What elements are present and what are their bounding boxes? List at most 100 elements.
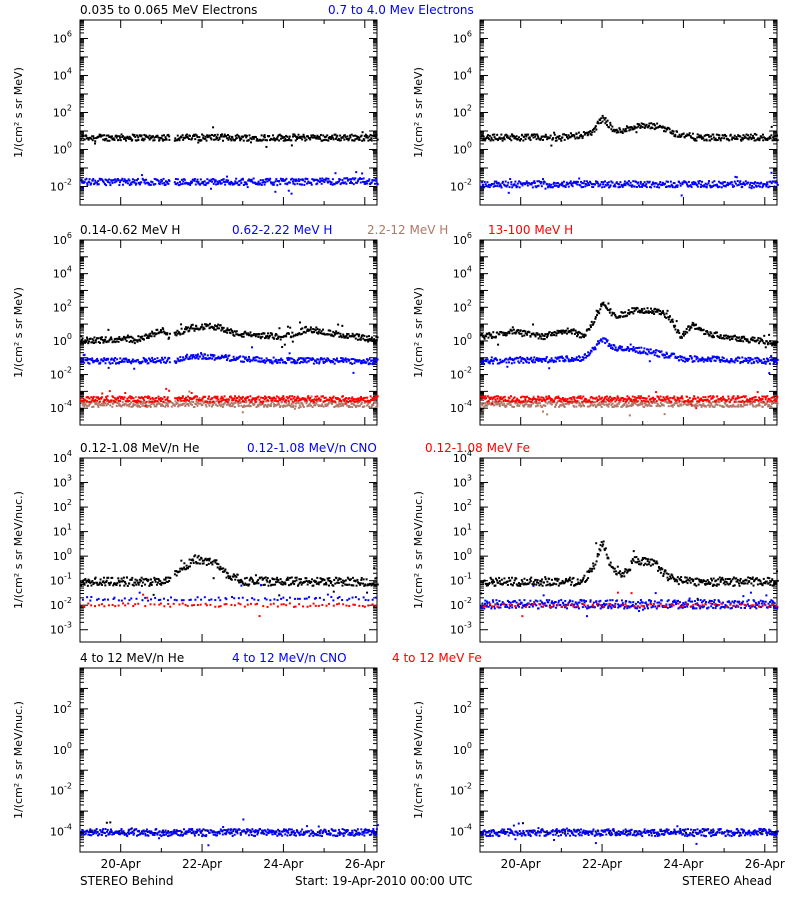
data-point xyxy=(292,397,295,400)
data-point xyxy=(337,323,340,326)
data-point xyxy=(315,402,318,405)
data-point xyxy=(93,182,96,185)
data-point xyxy=(226,137,229,140)
data-point xyxy=(131,181,134,184)
data-point xyxy=(511,359,514,362)
data-point xyxy=(567,185,570,188)
data-point xyxy=(300,360,303,363)
data-point xyxy=(508,186,511,189)
data-point xyxy=(224,180,227,183)
data-point xyxy=(593,130,596,133)
data-point xyxy=(181,134,184,137)
data-point xyxy=(590,350,593,353)
data-point xyxy=(574,329,577,332)
data-point xyxy=(374,339,377,342)
data-point xyxy=(490,358,493,361)
data-point xyxy=(277,337,280,340)
data-point xyxy=(223,355,226,358)
data-point xyxy=(258,357,261,360)
data-point xyxy=(315,326,318,329)
data-point xyxy=(595,181,598,184)
data-point xyxy=(482,183,485,186)
data-point xyxy=(144,360,147,363)
data-point xyxy=(148,401,151,404)
data-point xyxy=(225,175,228,178)
data-point xyxy=(537,135,540,138)
data-point xyxy=(136,339,139,342)
data-point xyxy=(680,133,683,136)
data-point xyxy=(278,359,281,362)
data-point xyxy=(358,333,361,336)
data-point xyxy=(494,357,497,360)
data-point xyxy=(135,339,138,342)
data-point xyxy=(500,137,503,140)
data-point xyxy=(291,395,294,398)
data-point xyxy=(704,332,707,335)
data-point xyxy=(657,308,660,311)
data-point xyxy=(739,183,742,186)
data-point xyxy=(715,183,718,186)
data-point xyxy=(257,360,260,363)
data-point xyxy=(209,137,212,140)
data-point xyxy=(86,359,89,362)
data-point xyxy=(81,134,84,137)
data-point xyxy=(524,330,527,333)
data-point xyxy=(240,137,243,140)
data-point xyxy=(174,177,177,180)
data-point xyxy=(189,183,192,186)
data-point xyxy=(499,330,502,333)
data-point xyxy=(331,134,334,137)
data-point xyxy=(161,179,164,182)
data-point xyxy=(768,185,771,188)
data-point xyxy=(329,181,332,184)
data-point xyxy=(671,132,674,135)
data-point xyxy=(685,135,688,138)
data-point xyxy=(173,181,176,184)
data-point xyxy=(109,337,112,340)
data-point xyxy=(244,398,247,401)
data-point xyxy=(100,336,103,339)
data-point xyxy=(277,396,280,399)
data-point xyxy=(714,331,717,334)
data-point xyxy=(208,134,211,137)
data-point xyxy=(720,137,723,140)
data-point xyxy=(314,404,317,407)
data-point xyxy=(354,134,357,137)
data-point xyxy=(635,308,638,311)
data-point xyxy=(293,183,296,186)
data-point xyxy=(183,178,186,181)
data-point xyxy=(212,355,215,358)
data-point xyxy=(518,361,521,364)
data-point xyxy=(551,331,554,334)
data-point xyxy=(87,340,90,343)
data-point xyxy=(107,366,110,369)
data-point xyxy=(746,137,749,140)
data-point xyxy=(202,355,205,358)
data-point xyxy=(358,359,361,362)
data-point xyxy=(81,404,84,407)
data-point xyxy=(265,336,268,339)
y-tick-label: 10-4 xyxy=(450,399,472,415)
data-point xyxy=(695,358,698,361)
data-point xyxy=(637,181,640,184)
data-point xyxy=(514,357,517,360)
data-point xyxy=(692,181,695,184)
data-point xyxy=(100,358,103,361)
data-point xyxy=(87,137,90,140)
data-point xyxy=(203,183,206,186)
data-point xyxy=(722,360,725,363)
data-point xyxy=(152,139,155,142)
data-point xyxy=(174,333,177,336)
data-point xyxy=(249,400,252,403)
data-point xyxy=(705,330,708,333)
data-point xyxy=(649,186,652,189)
data-point xyxy=(295,399,298,402)
data-point xyxy=(249,360,252,363)
data-point xyxy=(117,139,120,142)
data-point xyxy=(510,329,513,332)
data-point xyxy=(375,395,378,398)
data-point xyxy=(690,357,693,360)
data-point xyxy=(603,185,606,188)
data-point xyxy=(513,331,516,334)
data-point xyxy=(188,138,191,141)
